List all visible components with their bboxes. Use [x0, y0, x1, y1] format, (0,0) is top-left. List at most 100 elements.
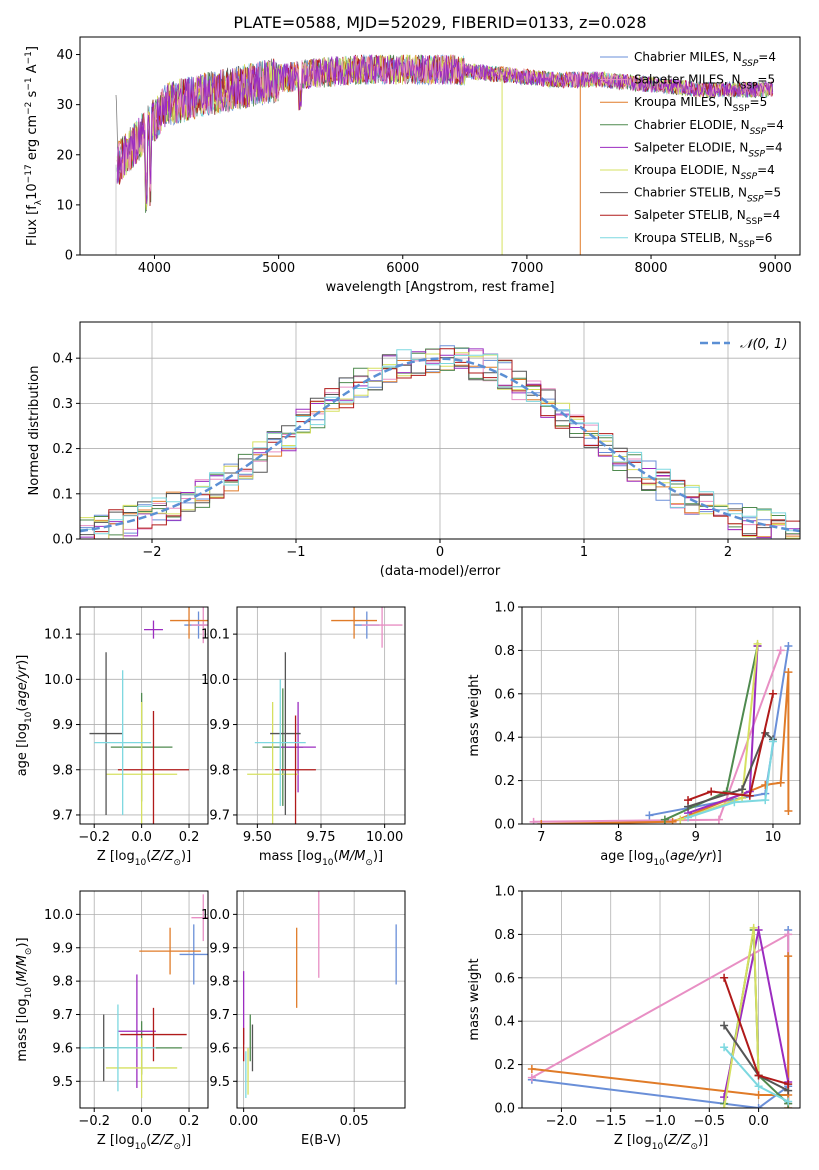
- weight-marker: [776, 646, 785, 655]
- weight-marker: [784, 952, 793, 961]
- label-part: −2: [24, 102, 34, 115]
- label-part: (: [15, 707, 30, 712]
- legend-n: =5: [750, 95, 768, 109]
- label-part: −1: [24, 51, 34, 64]
- label-part: 10: [25, 183, 40, 200]
- y-tick-label: 9.9: [52, 718, 73, 733]
- x-tick-label: 10.00: [366, 830, 403, 845]
- label-part: ⊙: [173, 1142, 181, 1152]
- label-part: )]: [698, 1133, 708, 1148]
- age-vs-Z-axes: −0.2 0.0 0.29.79.89.910.010.1Z [log10(Z/Z⊙…: [15, 606, 209, 868]
- x-tick-label: 10: [765, 830, 782, 845]
- x-axis-label: wavelength [Angstrom, rest frame]: [326, 280, 555, 295]
- y-tick-label: 9.8: [52, 763, 73, 778]
- legend-n: =4: [763, 208, 781, 222]
- weight-line: [541, 672, 790, 824]
- weight-marker: [754, 926, 763, 935]
- weight-marker: [784, 1080, 793, 1089]
- legend-sub: SSP: [748, 149, 765, 159]
- x-tick-label: 0.00: [229, 1114, 258, 1129]
- weight-marker: [784, 930, 793, 939]
- normal-curve: [80, 357, 800, 533]
- legend-n: =4: [757, 163, 775, 177]
- y-tick-label: 10.0: [44, 673, 73, 688]
- y-axis-label: Normed distribution: [27, 366, 42, 496]
- y-tick-label: 0.8: [494, 928, 515, 943]
- label-part: erg cm: [25, 115, 40, 164]
- legend-label: 𝒩(0, 1): [740, 337, 787, 352]
- legend-label: Chabrier ELODIE, NSSP=4: [634, 118, 784, 137]
- label-part: (data-model)/error: [380, 564, 501, 579]
- age-vs-Z-plot: [89, 607, 208, 824]
- mass-vs-ebv-axes: 0.00 0.05 9.5 9.6 9.7 9.8 9.9 10.0 E(B-V): [201, 890, 406, 1148]
- legend-n: =5: [757, 73, 775, 87]
- label-part: Normed distribution: [27, 366, 42, 496]
- weight-marker: [676, 815, 685, 824]
- label-part: M/M: [15, 955, 30, 982]
- mass-vs-ebv-plot: [242, 891, 397, 1098]
- y-tick-label: 9.5: [52, 1075, 73, 1090]
- x-tick-label: 9.50: [243, 830, 272, 845]
- weight-marker: [768, 689, 777, 698]
- y-tick-label: 0.2: [494, 774, 515, 789]
- weight-marker: [537, 820, 546, 824]
- label-part: Z [log: [614, 1133, 652, 1148]
- weight-marker: [527, 1064, 536, 1073]
- label-part: (: [334, 849, 339, 864]
- label-part: mass [log: [259, 849, 322, 864]
- legend-n: =4: [766, 118, 784, 132]
- y-tick-label: 10.0: [201, 908, 230, 923]
- label-part: )]: [181, 1133, 191, 1148]
- weight-marker: [730, 798, 739, 807]
- weight-marker: [776, 778, 785, 787]
- spectrum-axes: 4000 5000 6000 7000 8000 9000 0 10 20 30 40 wavelen…: [24, 36, 801, 295]
- y-tick-label: 9.9: [52, 941, 73, 956]
- legend-sub: SSP: [738, 240, 755, 250]
- weight-marker: [707, 787, 716, 796]
- weight-marker: [684, 813, 693, 822]
- label-part: age [log: [15, 723, 30, 776]
- y-tick-label: 10.0: [44, 908, 73, 923]
- y-tick-label: 30: [56, 98, 73, 113]
- x-tick-label: 2: [724, 545, 732, 560]
- legend-label: Kroupa MILES, NSSP=5: [634, 95, 767, 114]
- legend-sub: SSP: [746, 217, 763, 227]
- label-part: 10: [653, 858, 665, 868]
- legend-label: Chabrier STELIB, NSSP=5: [634, 186, 781, 205]
- label-part: ⊙: [173, 858, 181, 868]
- x-tick-label: −1: [286, 545, 305, 560]
- axes-frame: [79, 890, 209, 1109]
- legend-sub: SSP: [733, 104, 750, 114]
- label-part: mass weight: [467, 674, 482, 756]
- label-part: ⊙: [690, 1142, 698, 1152]
- x-tick-label: −1.0: [644, 1114, 676, 1129]
- x-tick-label: 4000: [138, 261, 171, 276]
- y-tick-label: 9.8: [209, 975, 230, 990]
- weight-marker: [754, 1082, 763, 1091]
- x-tick-label: 8000: [634, 261, 667, 276]
- x-tick-label: 0.0: [748, 1114, 769, 1129]
- x-axis-label: mass [log10(M/M⊙)]: [259, 849, 383, 868]
- weight-marker: [527, 1073, 536, 1082]
- spectrum-line: [116, 54, 774, 204]
- label-part: Flux [f: [25, 205, 40, 246]
- mass-vs-Z-axes: −0.2 0.0 0.29.59.69.79.89.910.0Z [log10(Z/…: [15, 890, 209, 1152]
- x-tick-label: 5000: [262, 261, 295, 276]
- axes-frame: [521, 890, 801, 1109]
- legend-n: =4: [758, 50, 776, 64]
- label-part: ⊙: [24, 948, 34, 956]
- weight-marker: [784, 668, 793, 677]
- weight-vs-Z-axes: −2.0 −1.5 −1.0 −0.5 0.0 0.0 0.2 0.4 0.6 0.8 1.0 Z […: [467, 885, 801, 1152]
- weight-marker: [738, 785, 747, 794]
- residual-histogram-plot: [80, 345, 800, 539]
- legend-sub: SSP: [741, 172, 758, 182]
- y-tick-label: 0.0: [52, 533, 73, 548]
- legend-sub: SSP: [750, 127, 767, 137]
- weight-marker: [768, 737, 777, 746]
- weight-marker: [720, 1021, 729, 1030]
- label-part: M/M: [339, 849, 366, 864]
- label-part: 10: [24, 711, 34, 723]
- axes-frame: [521, 606, 801, 825]
